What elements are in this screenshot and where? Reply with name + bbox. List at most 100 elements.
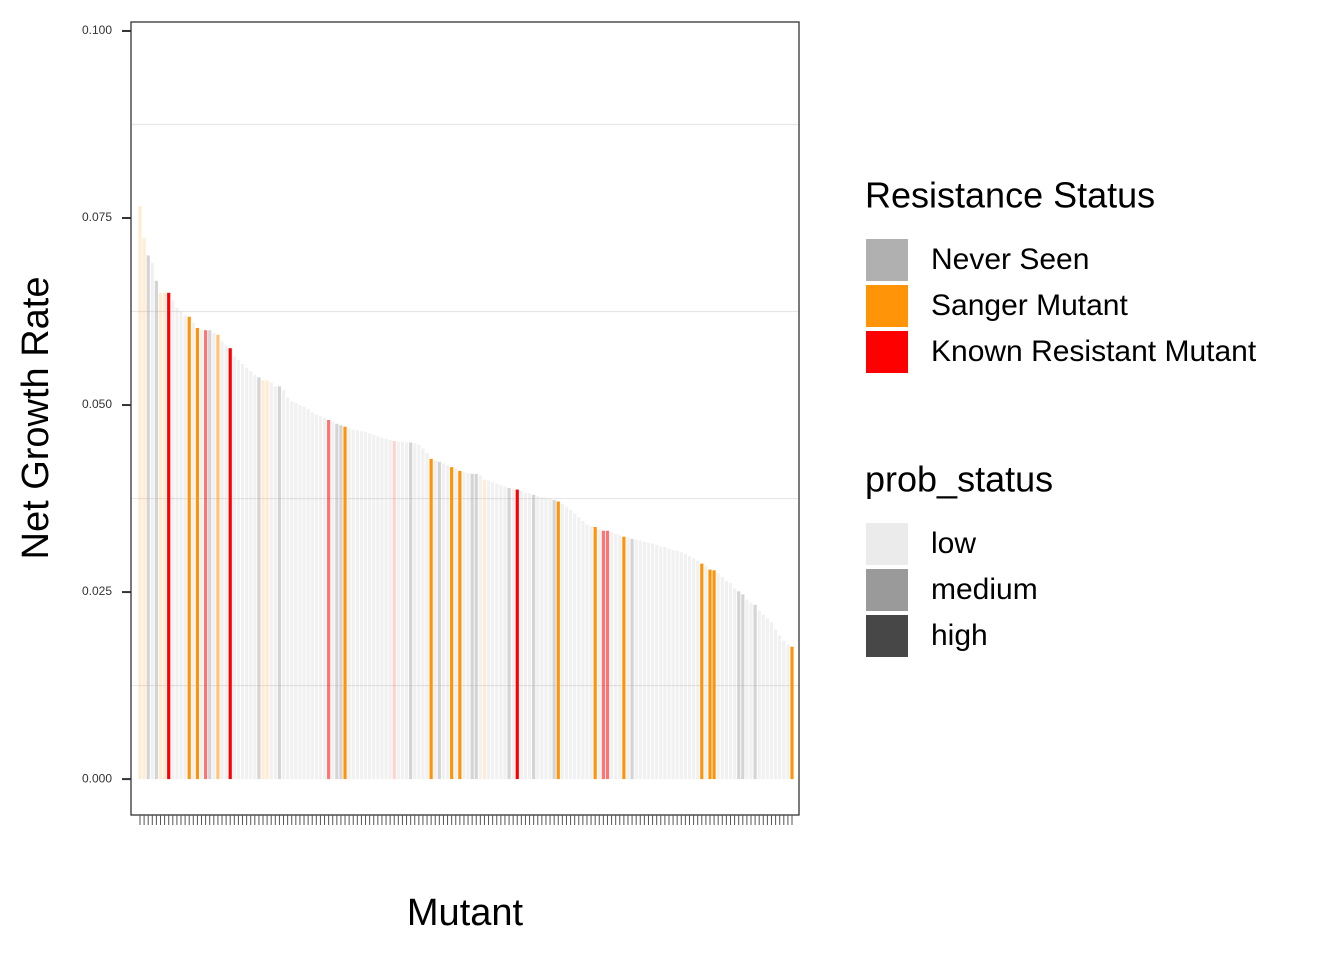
bar [741, 594, 745, 780]
bar [245, 367, 249, 780]
bar [347, 428, 351, 780]
bar [298, 405, 302, 780]
bar [450, 467, 454, 780]
bar [552, 500, 556, 780]
bar [650, 543, 655, 780]
bar [683, 553, 687, 780]
bar [544, 497, 548, 780]
bar [228, 348, 232, 780]
legend-label: low [931, 527, 976, 560]
bar [138, 206, 142, 780]
bar [786, 644, 790, 780]
bar [765, 618, 769, 780]
bar [527, 493, 532, 780]
bar [466, 473, 470, 780]
bar [749, 602, 753, 780]
bar [622, 536, 626, 780]
y-tick-label: 0.100 [82, 23, 112, 37]
bar [216, 334, 220, 780]
bar [273, 386, 277, 780]
bar [700, 563, 704, 780]
bar [667, 548, 671, 780]
bar [331, 421, 335, 780]
bar [638, 540, 642, 780]
bar [745, 599, 749, 780]
bar [261, 380, 265, 780]
bar [609, 532, 614, 780]
bar [704, 565, 708, 780]
bar [368, 433, 372, 780]
bar [724, 580, 728, 780]
bar [556, 501, 560, 780]
bar [691, 558, 696, 780]
bar [548, 498, 552, 780]
legend-key [866, 523, 908, 565]
bar [470, 473, 474, 780]
bar [720, 577, 724, 780]
bar [515, 489, 519, 780]
bar [646, 542, 651, 780]
bar [310, 412, 314, 780]
plot-panel [131, 22, 799, 815]
bar [224, 345, 228, 780]
bar [445, 464, 450, 780]
bar [363, 431, 368, 780]
bar [433, 460, 437, 780]
bar [392, 440, 396, 780]
bar [314, 414, 318, 780]
bar [663, 547, 667, 780]
bar [335, 423, 339, 780]
bar [507, 488, 511, 780]
legend-key [866, 239, 908, 281]
bar [675, 550, 679, 780]
bar [560, 503, 564, 780]
bar [778, 635, 782, 780]
bar [519, 491, 523, 780]
bar [523, 492, 528, 780]
bar [732, 588, 737, 780]
bar [597, 529, 601, 780]
bar [491, 482, 495, 780]
bar [277, 386, 282, 780]
bar [499, 485, 503, 780]
bar [195, 327, 200, 780]
bar [327, 419, 331, 780]
bar [790, 646, 794, 780]
bar [782, 640, 786, 780]
bar [417, 444, 421, 780]
bar [220, 341, 224, 780]
bar [614, 533, 618, 780]
bar [212, 333, 216, 780]
bar [626, 537, 630, 780]
bar [687, 556, 692, 780]
bar [240, 363, 245, 780]
bar [712, 570, 716, 780]
legend-title: Resistance Status [865, 175, 1155, 216]
legend-label: Sanger Mutant [931, 289, 1128, 322]
bar [773, 629, 778, 780]
bar [634, 539, 638, 780]
bar [183, 315, 187, 780]
y-tick-label: 0.075 [82, 210, 112, 224]
bar [462, 472, 466, 780]
bar [728, 583, 733, 780]
bar [404, 442, 409, 780]
bar [696, 560, 700, 780]
bar [601, 530, 605, 780]
bar [454, 467, 458, 780]
bar [474, 473, 478, 780]
bar [380, 437, 384, 780]
bar [343, 426, 347, 780]
bar [757, 610, 761, 780]
plot-border [130, 21, 800, 816]
bar [413, 443, 417, 780]
bar [281, 390, 286, 780]
bar [359, 431, 364, 780]
bar [486, 480, 491, 780]
bar [171, 300, 175, 780]
legend-label: medium [931, 573, 1038, 606]
bar [306, 408, 310, 780]
bar [761, 614, 765, 780]
legend-key [866, 615, 908, 657]
bar [642, 541, 646, 780]
